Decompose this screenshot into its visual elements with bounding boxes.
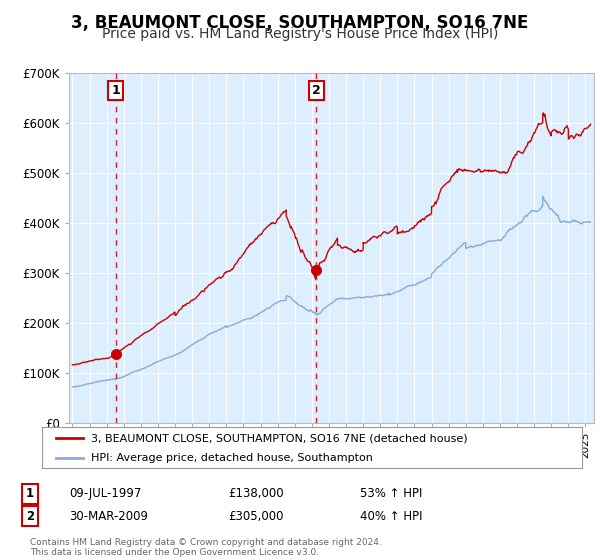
Text: £305,000: £305,000: [228, 510, 284, 523]
Text: Contains HM Land Registry data © Crown copyright and database right 2024.
This d: Contains HM Land Registry data © Crown c…: [30, 538, 382, 557]
Text: 2: 2: [26, 510, 34, 523]
Text: 3, BEAUMONT CLOSE, SOUTHAMPTON, SO16 7NE: 3, BEAUMONT CLOSE, SOUTHAMPTON, SO16 7NE: [71, 14, 529, 32]
Text: 40% ↑ HPI: 40% ↑ HPI: [360, 510, 422, 523]
Text: 3, BEAUMONT CLOSE, SOUTHAMPTON, SO16 7NE (detached house): 3, BEAUMONT CLOSE, SOUTHAMPTON, SO16 7NE…: [91, 433, 467, 443]
Text: 1: 1: [111, 84, 120, 97]
Text: 53% ↑ HPI: 53% ↑ HPI: [360, 487, 422, 501]
Text: HPI: Average price, detached house, Southampton: HPI: Average price, detached house, Sout…: [91, 452, 373, 463]
Text: Price paid vs. HM Land Registry's House Price Index (HPI): Price paid vs. HM Land Registry's House …: [102, 27, 498, 41]
Text: £138,000: £138,000: [228, 487, 284, 501]
Text: 30-MAR-2009: 30-MAR-2009: [69, 510, 148, 523]
Text: 1: 1: [26, 487, 34, 501]
Text: 09-JUL-1997: 09-JUL-1997: [69, 487, 142, 501]
Text: 2: 2: [312, 84, 320, 97]
